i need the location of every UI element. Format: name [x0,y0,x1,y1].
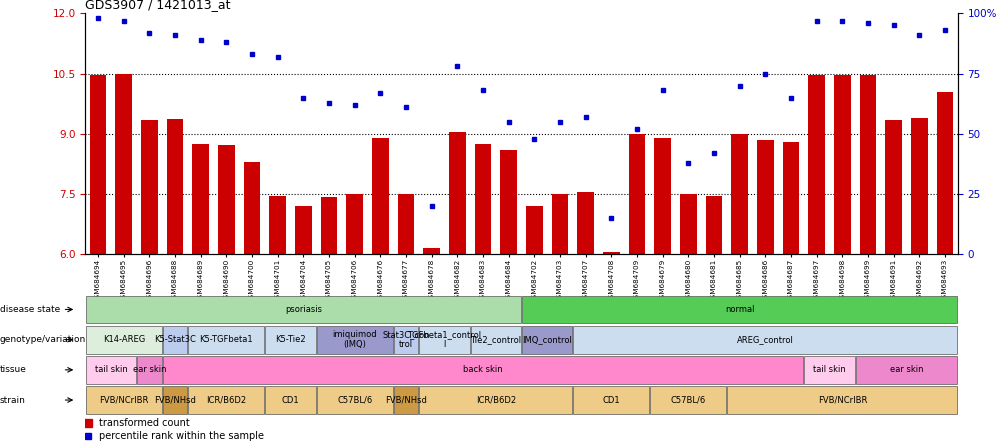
Bar [757,140,773,254]
Text: tail skin: tail skin [94,365,127,374]
Bar [188,386,265,414]
Bar [730,134,747,254]
Text: disease state: disease state [0,305,60,314]
Text: CD1: CD1 [282,396,299,404]
Bar [89,75,106,254]
Text: ear skin: ear skin [889,365,923,374]
Bar [86,326,161,353]
Text: genotype/variation: genotype/variation [0,335,86,344]
Text: K5-Tie2: K5-Tie2 [275,335,306,344]
Text: FVB/NHsd: FVB/NHsd [385,396,427,404]
Bar [419,326,469,353]
Bar [855,356,956,384]
Bar [705,196,721,254]
Bar [217,145,234,254]
Bar [321,197,337,254]
Text: K5-Stat3C: K5-Stat3C [154,335,195,344]
Bar [243,162,261,254]
Bar [162,356,803,384]
Text: strain: strain [0,396,26,404]
Text: FVB/NCrIBR: FVB/NCrIBR [99,396,148,404]
Bar [86,386,161,414]
Bar [602,252,619,254]
Text: psoriasis: psoriasis [285,305,322,314]
Bar [804,356,854,384]
Text: K5-TGFbeta1: K5-TGFbeta1 [199,335,253,344]
Text: normal: normal [724,305,754,314]
Bar [394,326,418,353]
Bar [577,192,593,254]
Bar [679,194,696,254]
Bar [162,386,187,414]
Text: C57BL/6: C57BL/6 [337,396,372,404]
Bar [270,196,286,254]
Bar [782,142,799,254]
Bar [317,386,393,414]
Text: ICR/B6D2: ICR/B6D2 [475,396,515,404]
Bar [317,326,393,353]
Bar [449,132,465,254]
Bar [188,326,265,353]
Text: transformed count: transformed count [99,418,189,428]
Bar [885,120,901,254]
Bar [573,326,956,353]
Text: Tie2_control: Tie2_control [470,335,521,344]
Bar [266,326,316,353]
Bar [423,248,440,254]
Bar [470,326,520,353]
Text: IMQ_control: IMQ_control [522,335,571,344]
Text: FVB/NHsd: FVB/NHsd [154,396,195,404]
Bar [86,356,136,384]
Bar [628,134,644,254]
Bar [372,138,389,254]
Bar [551,194,568,254]
Bar [192,144,208,254]
Text: Stat3C_con
trol: Stat3C_con trol [382,330,430,349]
Bar [522,326,572,353]
Bar [166,119,183,254]
Bar [141,120,157,254]
Bar [394,386,418,414]
Bar [649,386,725,414]
Bar [522,296,956,323]
Text: imiquimod
(IMQ): imiquimod (IMQ) [332,330,377,349]
Text: tail skin: tail skin [813,365,845,374]
Bar [266,386,316,414]
Bar [346,194,363,254]
Bar [525,206,542,254]
Bar [137,356,161,384]
Text: tissue: tissue [0,365,27,374]
Bar [834,75,850,254]
Text: TGFbeta1_control
l: TGFbeta1_control l [407,330,481,349]
Bar [419,386,572,414]
Text: GDS3907 / 1421013_at: GDS3907 / 1421013_at [85,0,230,11]
Text: C57BL/6: C57BL/6 [670,396,705,404]
Bar [500,150,517,254]
Bar [86,296,520,323]
Text: ear skin: ear skin [132,365,166,374]
Text: K14-AREG: K14-AREG [102,335,144,344]
Bar [115,74,132,254]
Bar [474,144,491,254]
Bar [295,206,312,254]
Bar [398,194,414,254]
Bar [910,118,927,254]
Text: FVB/NCrIBR: FVB/NCrIBR [817,396,866,404]
Text: back skin: back skin [463,365,502,374]
Bar [936,91,953,254]
Bar [726,386,956,414]
Text: AREG_control: AREG_control [736,335,793,344]
Bar [162,326,187,353]
Bar [808,75,825,254]
Text: ICR/B6D2: ICR/B6D2 [206,396,246,404]
Bar [859,75,876,254]
Text: CD1: CD1 [602,396,619,404]
Text: percentile rank within the sample: percentile rank within the sample [99,432,264,441]
Bar [573,386,648,414]
Bar [653,138,670,254]
